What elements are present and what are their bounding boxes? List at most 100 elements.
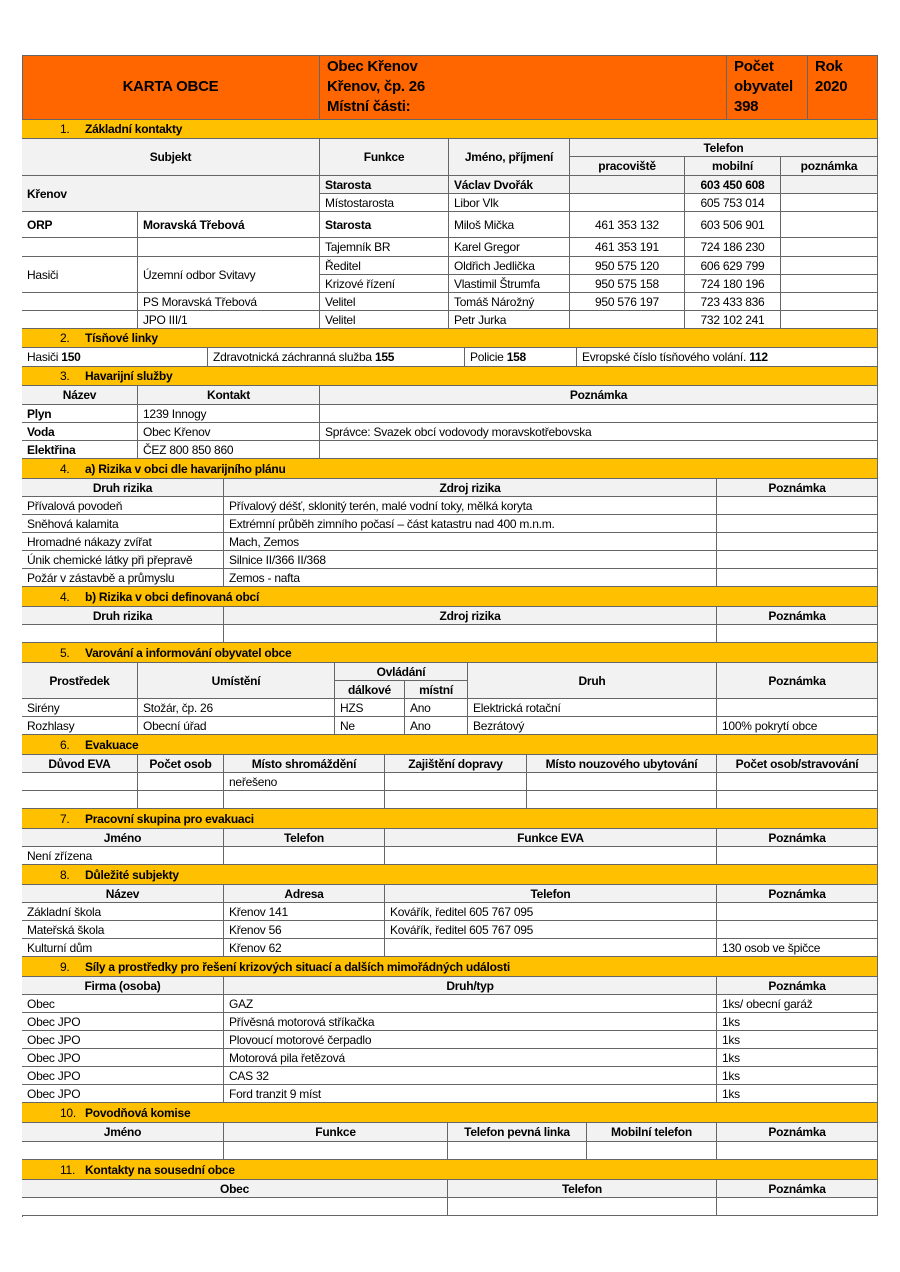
table-cell: Hromadné nákazy zvířat	[22, 533, 224, 551]
column-header: Poznámka	[717, 829, 878, 847]
table-cell	[717, 847, 878, 865]
contact-name: Libor Vlk	[449, 194, 570, 212]
column-header: Funkce EVA	[385, 829, 717, 847]
table-cell: Zemos - nafta	[224, 569, 717, 587]
contact-note	[781, 176, 878, 194]
column-header: Poznámka	[717, 663, 878, 699]
column-header: pracoviště	[570, 157, 685, 176]
contact-unit: Moravská Třebová	[138, 212, 320, 238]
column-header: Prostředek	[22, 663, 138, 699]
table-cell: 130 osob ve špičce	[717, 939, 878, 957]
municipality-name: Obec Křenov	[327, 58, 418, 75]
contact-unit	[138, 238, 320, 257]
column-header: Poznámka	[717, 607, 878, 625]
table-cell	[320, 405, 878, 423]
table-cell: Není zřízena	[22, 847, 224, 865]
table-cell: Bezrátový	[468, 717, 717, 735]
table-cell	[717, 569, 878, 587]
column-header: Druh/typ	[224, 977, 717, 995]
contact-note	[781, 311, 878, 329]
emergency-line-number: 150	[61, 350, 81, 364]
table-cell	[717, 497, 878, 515]
table-cell	[717, 1142, 878, 1160]
contact-unit: Územní odbor Svitavy	[138, 257, 320, 293]
table-cell: Křenov 62	[224, 939, 385, 957]
year-label: Rok	[815, 58, 843, 75]
emergency-line-label: Zdravotnická záchranná služba	[213, 350, 375, 364]
table-cell	[22, 791, 138, 809]
contact-function: Místostarosta	[320, 194, 449, 212]
table-cell: Správce: Svazek obcí vodovody moravskotř…	[320, 423, 878, 441]
municipality-address: Křenov, čp. 26	[327, 78, 425, 95]
column-header: Poznámka	[717, 479, 878, 497]
emergency-line: Hasiči 150	[22, 348, 208, 367]
table-cell: Sirény	[22, 699, 138, 717]
table-cell	[22, 1142, 224, 1160]
table-cell	[717, 791, 878, 809]
table-cell: neřešeno	[224, 773, 385, 791]
column-header: Název	[22, 885, 224, 903]
column-header: Zajištění dopravy	[385, 755, 527, 773]
table-cell: Základní škola	[22, 903, 224, 921]
table-cell: 1ks	[717, 1013, 878, 1031]
table-cell: Křenov 141	[224, 903, 385, 921]
contact-subject: ORP	[22, 212, 138, 238]
contact-function: Krizové řízení	[320, 275, 449, 293]
table-cell: Obec JPO	[22, 1049, 224, 1067]
column-header: Místo nouzového ubytování	[527, 755, 717, 773]
table-cell	[717, 921, 878, 939]
contact-work-phone: 950 576 197	[570, 293, 685, 311]
table-cell: Přívěsná motorová stříkačka	[224, 1013, 717, 1031]
column-header: Jméno	[22, 1123, 224, 1142]
table-cell	[138, 773, 224, 791]
table-cell	[717, 551, 878, 569]
contact-unit: PS Moravská Třebová	[138, 293, 320, 311]
table-cell	[224, 625, 717, 643]
section-header-s5: 5. Varování a informování obyvatel obce	[22, 643, 878, 663]
contact-mobile-phone: 732 102 241	[685, 311, 781, 329]
table-cell: Obec JPO	[22, 1031, 224, 1049]
table-cell: Sněhová kalamita	[22, 515, 224, 533]
section-header-s11: 11. Kontakty na sousední obce	[22, 1160, 878, 1180]
table-cell	[717, 533, 878, 551]
emergency-line: Evropské číslo tísňového volání. 112	[577, 348, 878, 367]
section-header-s4b: 4. b) Rizika v obci definovaná obcí	[22, 587, 878, 607]
contact-work-phone	[570, 194, 685, 212]
population-label-1: Počet	[734, 58, 774, 75]
column-header: Obec	[22, 1180, 448, 1198]
table-cell: 1ks/ obecní garáž	[717, 995, 878, 1013]
section-header-s6: 6. Evakuace	[22, 735, 878, 755]
table-cell: Plovoucí motorové čerpadlo	[224, 1031, 717, 1049]
table-cell	[717, 699, 878, 717]
table-cell: Kulturní dům	[22, 939, 224, 957]
emergency-line-number: 112	[749, 350, 768, 364]
contact-mobile-phone: 724 180 196	[685, 275, 781, 293]
emergency-line: Zdravotnická záchranná služba 155	[208, 348, 465, 367]
column-header: Kontakt	[138, 386, 320, 405]
contact-mobile-phone: 606 629 799	[685, 257, 781, 275]
table-cell: Požár v zástavbě a průmyslu	[22, 569, 224, 587]
table-cell	[717, 515, 878, 533]
table-cell: ČEZ 800 850 860	[138, 441, 320, 459]
section-number: 1.	[60, 122, 70, 136]
section-title: Pracovní skupina pro evakuaci	[85, 811, 254, 826]
table-cell: Obec	[22, 995, 224, 1013]
emergency-line-number: 155	[374, 350, 395, 364]
column-header: Počet osob	[138, 755, 224, 773]
table-cell	[717, 903, 878, 921]
contact-name: Tomáš Nárožný	[449, 293, 570, 311]
section-title: Varování a informování obyvatel obce	[85, 645, 292, 660]
contact-note	[781, 194, 878, 212]
contact-work-phone: 461 353 132	[570, 212, 685, 238]
section-header-s9: 9. Síly a prostředky pro řešení krizových…	[22, 957, 878, 977]
table-cell: Obec Křenov	[138, 423, 320, 441]
contact-note	[781, 212, 878, 238]
emergency-line: Policie 158	[465, 348, 577, 367]
table-cell	[22, 625, 224, 643]
emergency-line-label: Hasiči	[27, 350, 62, 364]
contact-function: Velitel	[320, 293, 449, 311]
table-cell: Elektřina	[22, 441, 138, 459]
column-header: Funkce	[224, 1123, 448, 1142]
section-title: Tísňové linky	[85, 331, 158, 345]
contact-function: Ředitel	[320, 257, 449, 275]
